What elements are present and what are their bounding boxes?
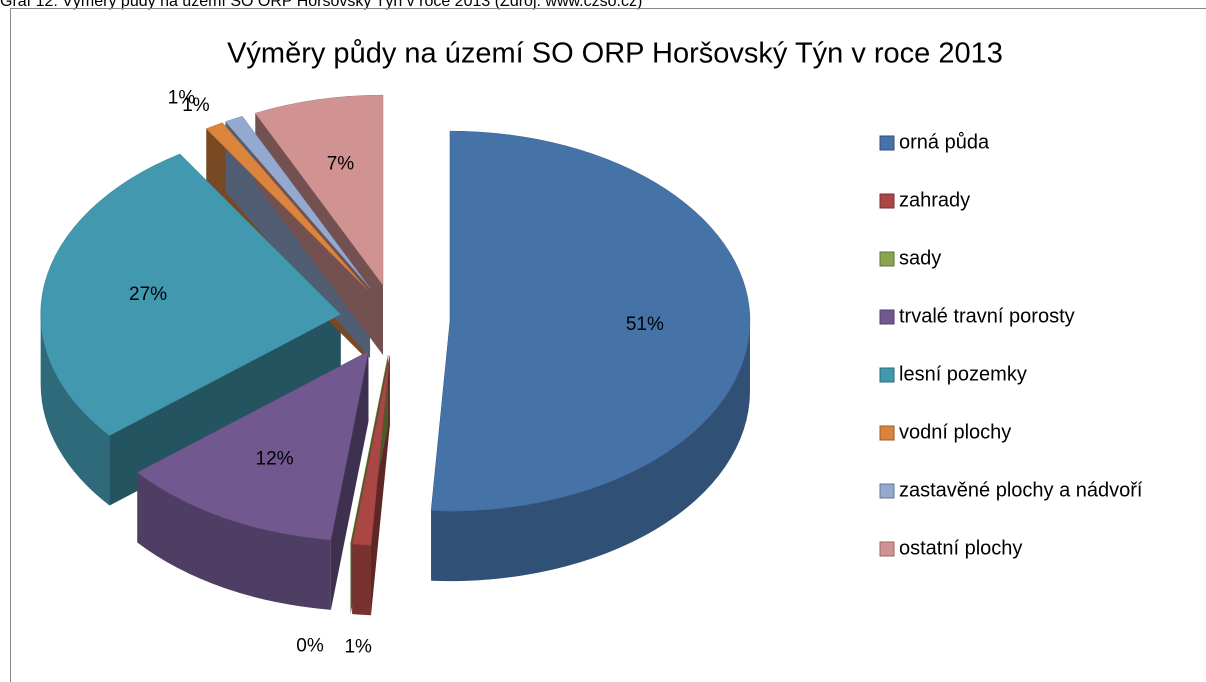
data-label: 51% bbox=[626, 314, 664, 335]
legend-swatch bbox=[879, 541, 895, 557]
slice-side bbox=[137, 472, 331, 610]
slice bbox=[40, 153, 342, 436]
data-label: 1% bbox=[182, 95, 210, 116]
legend-swatch bbox=[879, 135, 895, 151]
legend-swatch bbox=[879, 483, 895, 499]
slice-side bbox=[431, 321, 750, 582]
legend-label: vodní plochy bbox=[899, 421, 1011, 443]
chart-title: Výměry půdy na území SO ORP Horšovský Tý… bbox=[227, 38, 1003, 70]
slice bbox=[225, 115, 371, 289]
legend-label: zahrady bbox=[899, 189, 970, 211]
data-label: 27% bbox=[129, 284, 167, 305]
slice bbox=[205, 122, 368, 290]
legend-label: orná půda bbox=[899, 131, 990, 153]
data-label: 1% bbox=[344, 636, 372, 657]
legend-swatch bbox=[879, 425, 895, 441]
data-label: 12% bbox=[256, 449, 294, 470]
slice bbox=[136, 350, 369, 541]
legend-swatch bbox=[879, 193, 895, 209]
data-label: 7% bbox=[327, 154, 355, 175]
legend-label: ostatní plochy bbox=[899, 537, 1022, 559]
chart-frame bbox=[10, 8, 1206, 682]
slice-side bbox=[352, 544, 371, 616]
legend-label: lesní pozemky bbox=[899, 363, 1027, 385]
slice bbox=[430, 130, 751, 512]
legend-label: trvalé travní porosty bbox=[899, 305, 1075, 327]
slice bbox=[351, 355, 391, 546]
data-label: 0% bbox=[296, 636, 324, 657]
slice bbox=[254, 94, 384, 286]
legend-swatch bbox=[879, 309, 895, 325]
data-label: 1% bbox=[168, 88, 196, 109]
legend-label: zastavěné plochy a nádvoří bbox=[899, 479, 1143, 501]
legend-label: sady bbox=[899, 247, 941, 269]
legend-swatch bbox=[879, 251, 895, 267]
slice-side bbox=[40, 314, 110, 506]
caption: Graf 12: Výměry půdy na území SO ORP Hor… bbox=[0, 0, 642, 10]
legend-swatch bbox=[879, 367, 895, 383]
